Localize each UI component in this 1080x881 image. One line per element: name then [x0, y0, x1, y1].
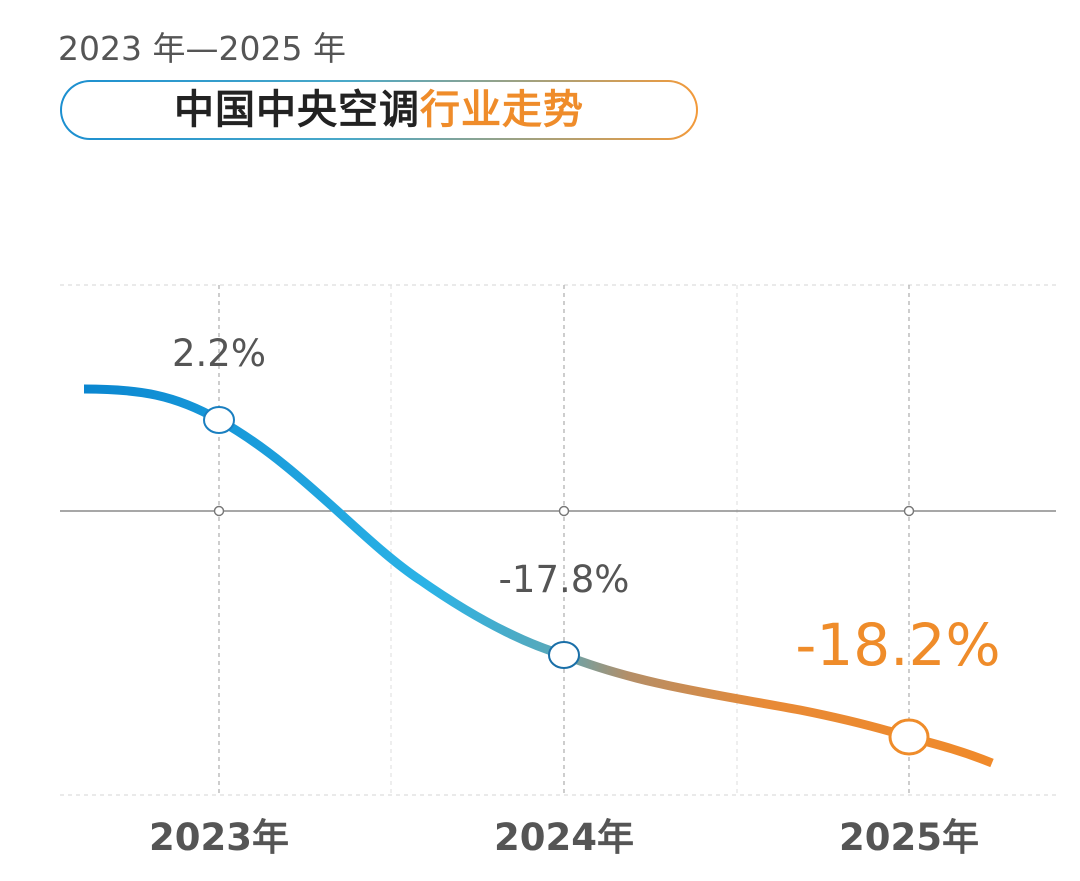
chart-grid — [60, 284, 1056, 796]
data-point-2025年 — [888, 718, 930, 756]
data-point-2023年 — [203, 406, 235, 434]
data-point-2024年 — [548, 641, 580, 669]
data-points — [203, 406, 930, 756]
x-tick-label: 2025年 — [839, 816, 979, 859]
axis-tick-dot — [558, 505, 570, 517]
x-tick-label: 2023年 — [149, 816, 289, 859]
title-banner: 中国中央空调行业走势 — [60, 80, 698, 140]
x-axis-ticks: 2023年 2024年 2025年 — [149, 816, 979, 859]
value-label: -18.2% — [795, 611, 1000, 679]
title-main: 中国中央空调 — [174, 87, 420, 133]
data-labels: 2.2% -17.8% -18.2% — [172, 332, 1001, 679]
value-label: 2.2% — [172, 332, 266, 375]
x-tick-label: 2024年 — [494, 816, 634, 859]
subtitle: 2023 年—2025 年 — [58, 29, 346, 68]
axis-tick-dot — [903, 505, 915, 517]
page-title: 中国中央空调行业走势 — [174, 90, 584, 130]
axis-tick-dot — [213, 505, 225, 517]
zero-axis — [60, 505, 1056, 517]
title-highlight: 行业走势 — [420, 87, 584, 133]
value-label: -17.8% — [499, 558, 630, 601]
